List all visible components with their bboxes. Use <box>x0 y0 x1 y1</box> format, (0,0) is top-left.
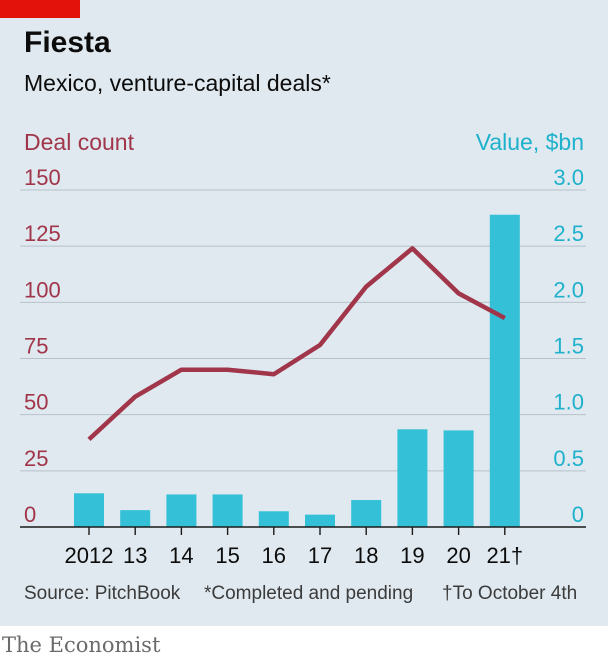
x-tick-label: 17 <box>308 543 332 568</box>
value-bar <box>351 500 382 527</box>
value-bar <box>74 493 104 527</box>
value-bar <box>489 214 520 528</box>
right-axis-label: Value, $bn <box>476 129 584 155</box>
value-bar <box>120 510 151 527</box>
deal-count-line <box>87 246 506 442</box>
left-tick-label: 150 <box>24 165 61 190</box>
left-tick-label: 75 <box>24 334 48 359</box>
deal-count-series-line <box>87 246 506 442</box>
right-tick-label: 3.0 <box>553 165 584 190</box>
x-tick-label: 18 <box>354 543 378 568</box>
brand-red-tab <box>0 0 80 18</box>
value-bar <box>212 494 243 527</box>
right-tick-label: 0 <box>572 502 584 527</box>
footnote-october: †To October 4th <box>442 583 578 604</box>
left-tick-label: 25 <box>24 446 48 471</box>
left-axis-label: Deal count <box>24 129 135 155</box>
x-tick-label: 19 <box>400 543 424 568</box>
left-tick-label: 125 <box>24 221 61 246</box>
axes: 150 3.0 125 2.5 100 2.0 75 1.5 50 1.0 25 0.5 0 0 2012 1… <box>20 165 586 568</box>
chart-subtitle: Mexico, venture-capital deals* <box>24 70 331 96</box>
value-bar <box>166 494 197 527</box>
right-tick-label: 0.5 <box>553 446 584 471</box>
value-bar <box>397 429 428 527</box>
value-bar <box>443 430 474 527</box>
x-tick-label: 15 <box>215 543 239 568</box>
combo-chart: 150 3.0 125 2.5 100 2.0 75 1.5 50 1.0 25 0.5 0 0 2012 1… <box>20 129 586 568</box>
value-bars <box>74 214 520 528</box>
x-tick-label: 16 <box>262 543 286 568</box>
footnote-completed: *Completed and pending <box>204 583 414 604</box>
x-tick-label: 21† <box>486 543 523 568</box>
right-tick-label: 1.5 <box>553 334 584 359</box>
left-tick-label: 0 <box>24 502 36 527</box>
publication-brand: The Economist <box>2 633 161 657</box>
x-tick-label: 20 <box>446 543 470 568</box>
right-tick-label: 2.5 <box>553 221 584 246</box>
value-bar <box>305 514 335 527</box>
x-tick-label: 14 <box>169 543 193 568</box>
left-tick-label: 50 <box>24 390 48 415</box>
right-tick-label: 1.0 <box>553 390 584 415</box>
right-tick-label: 2.0 <box>553 277 584 302</box>
chart-title: Fiesta <box>24 26 111 59</box>
value-bar <box>258 511 289 527</box>
left-tick-label: 100 <box>24 277 61 302</box>
x-tick-label: 13 <box>123 543 147 568</box>
source-note: Source: PitchBook <box>24 583 181 604</box>
x-tick-label: 2012 <box>65 543 114 568</box>
